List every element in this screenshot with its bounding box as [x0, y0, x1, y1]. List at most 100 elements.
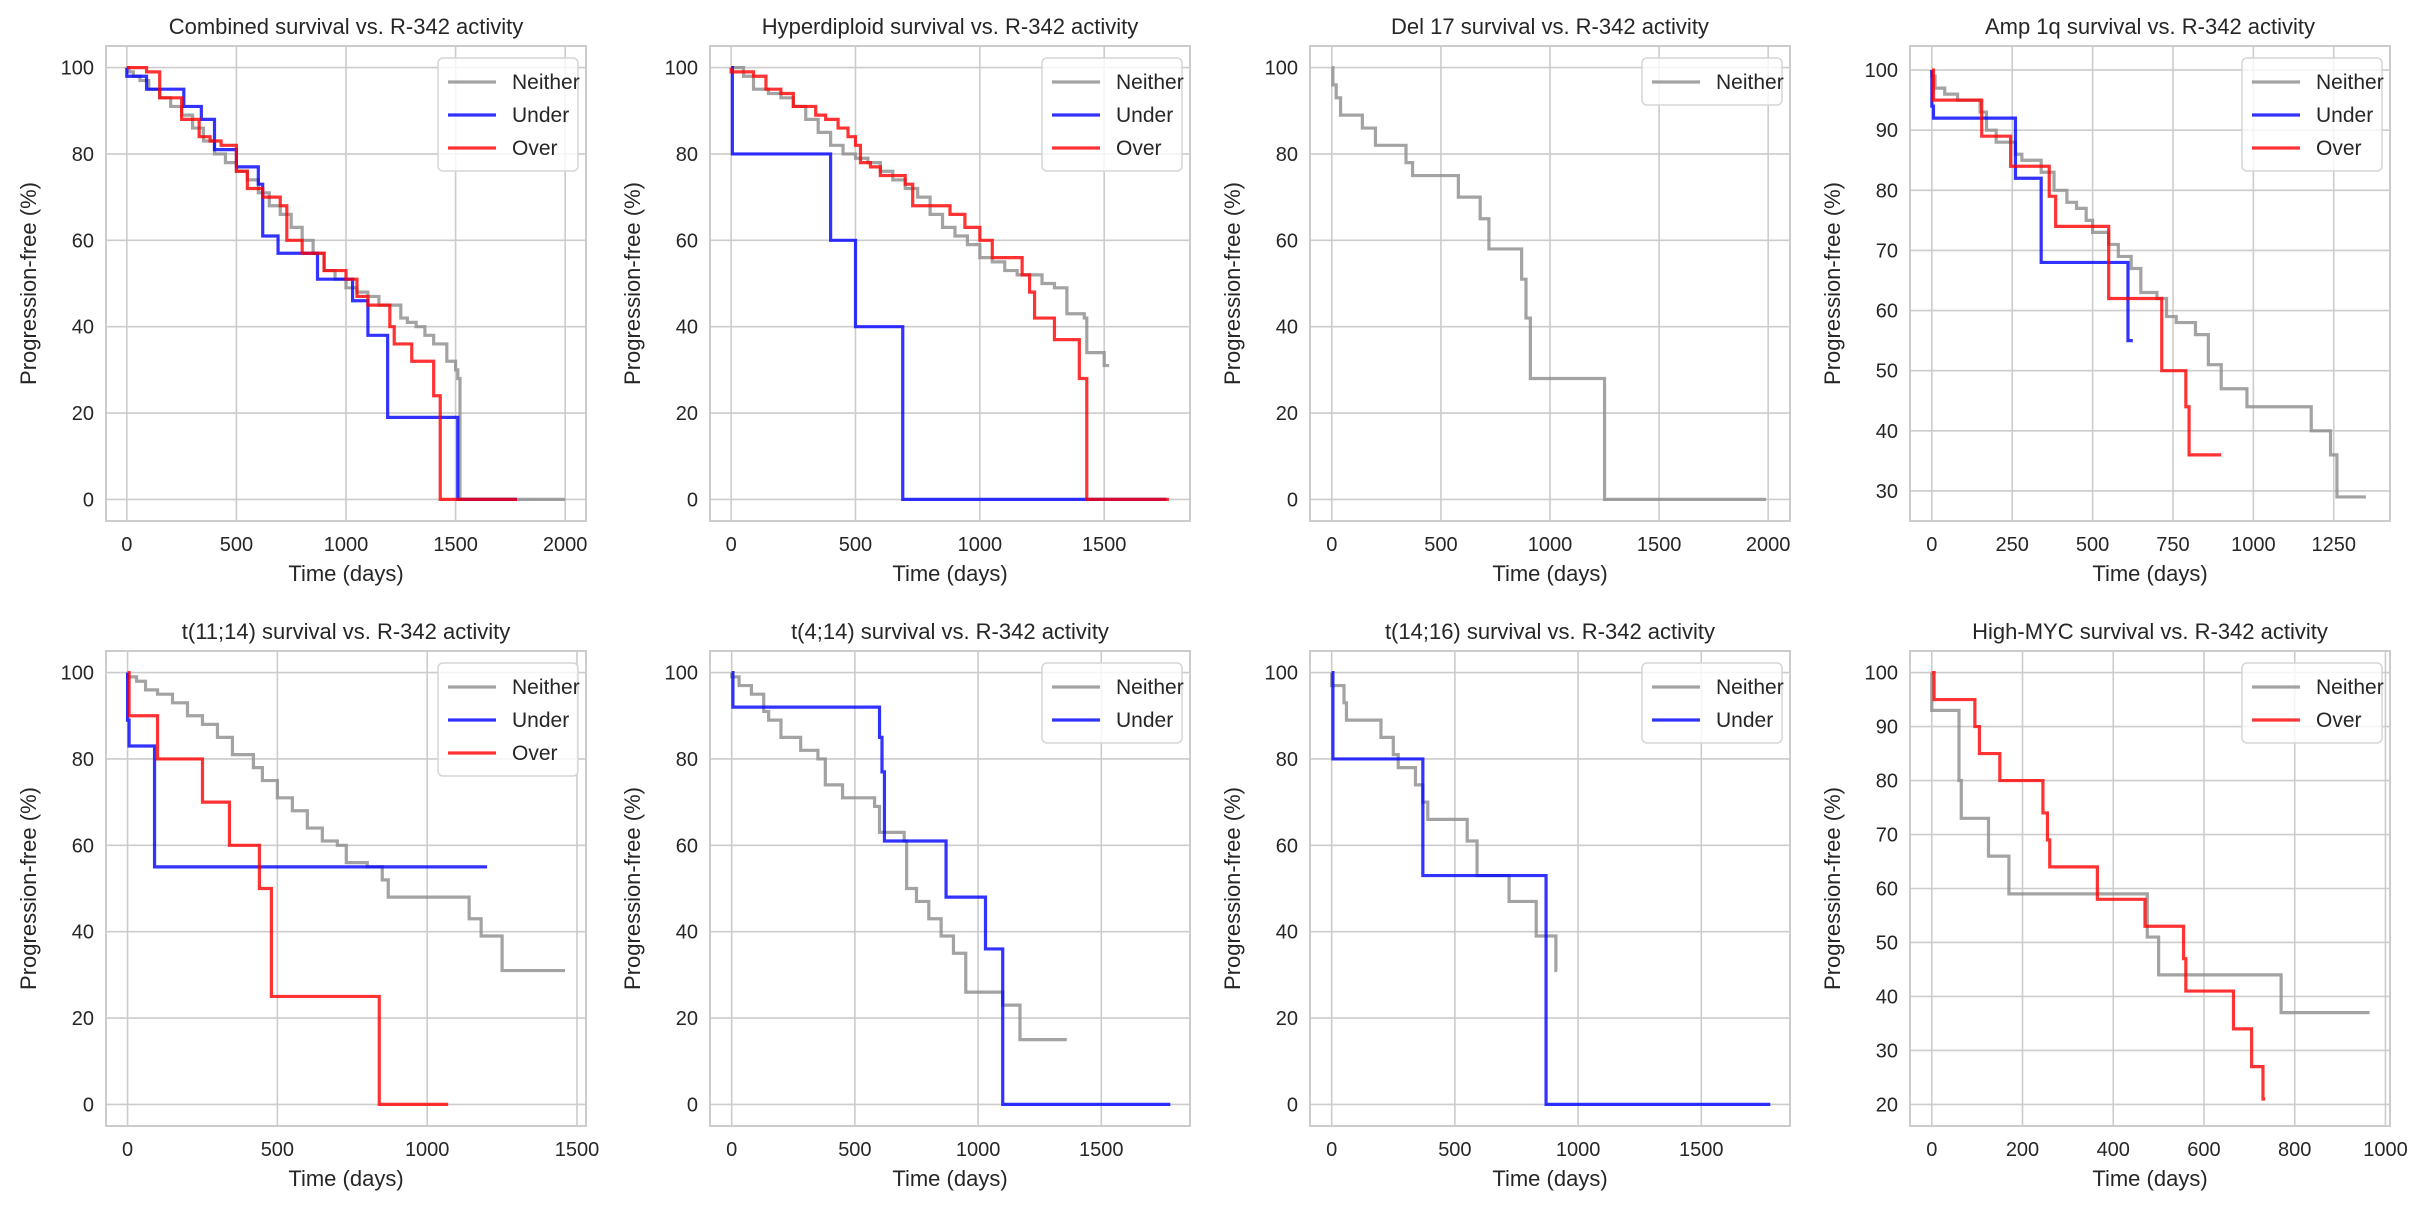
y-tick-label: 20 [72, 403, 94, 425]
y-tick-label: 0 [687, 489, 698, 511]
y-tick-label: 100 [61, 58, 94, 80]
legend-box [1641, 662, 1783, 744]
y-tick-label: 100 [1865, 60, 1898, 82]
x-axis-label: Time (days) [288, 1166, 403, 1191]
legend: Neither [1641, 57, 1784, 106]
subplot-title: Amp 1q survival vs. R-342 activity [1985, 14, 2315, 39]
x-tick-label: 0 [1326, 1139, 1337, 1161]
series-line-under [125, 67, 517, 502]
x-tick-label: 1000 [2363, 1139, 2408, 1161]
subplot-title: Hyperdiploid survival vs. R-342 activity [762, 14, 1139, 39]
subplot-6: 0 500 1000 1500 0 20 40 60 80 100 t(4;14) survival… [620, 619, 1191, 1191]
legend: Neither Over [2241, 662, 2384, 744]
legend-box [2241, 662, 2383, 744]
y-tick-label: 40 [72, 922, 94, 944]
y-tick-label: 20 [1876, 1094, 1898, 1116]
x-tick-label: 1500 [433, 534, 478, 556]
x-tick-label: 1000 [958, 534, 1003, 556]
x-tick-label: 0 [726, 1139, 737, 1161]
x-tick-label: 750 [2156, 534, 2189, 556]
series-line-over [729, 67, 1169, 502]
legend: Neither Under Over [2241, 57, 2384, 172]
y-tick-label: 40 [676, 922, 698, 944]
legend-box [1041, 57, 1183, 172]
subplot-2: 0 500 1000 1500 0 20 40 60 80 100 Hyperdiploid sur… [620, 14, 1191, 586]
legend-label: Neither [1716, 676, 1784, 699]
y-tick-label: 100 [1865, 663, 1898, 685]
y-tick-label: 0 [1287, 1094, 1298, 1116]
x-tick-label: 2000 [543, 534, 588, 556]
axes-frame [709, 45, 1191, 522]
x-tick-label: 500 [220, 534, 253, 556]
legend-box [1041, 662, 1183, 744]
x-axis-label: Time (days) [2092, 561, 2207, 586]
y-tick-label: 60 [72, 835, 94, 857]
y-tick-label: 30 [1876, 481, 1898, 503]
legend-label: Neither [1716, 71, 1784, 94]
y-tick-label: 100 [665, 663, 698, 685]
legend-label: Neither [2316, 676, 2384, 699]
x-axis-label: Time (days) [288, 561, 403, 586]
y-tick-label: 90 [1876, 120, 1898, 142]
x-tick-label: 0 [121, 534, 132, 556]
subplot-4: 0 250 500 750 1000 1250 30 40 50 60 70 80 90 100 Amp 1… [1820, 14, 2391, 586]
legend-box [2241, 57, 2383, 172]
subplot-title: Combined survival vs. R-342 activity [169, 14, 524, 39]
y-tick-label: 80 [676, 749, 698, 771]
x-axis-label: Time (days) [2092, 1166, 2207, 1191]
y-tick-label: 100 [665, 58, 698, 80]
x-tick-label: 0 [726, 534, 737, 556]
y-tick-label: 60 [1876, 879, 1898, 901]
y-tick-label: 20 [676, 1008, 698, 1030]
y-tick-label: 0 [1287, 489, 1298, 511]
legend-label: Neither [512, 71, 580, 94]
y-axis-label: Progression-free (%) [1820, 787, 1845, 990]
legend-label: Over [512, 742, 558, 765]
x-tick-label: 500 [839, 534, 872, 556]
legend-label: Under [512, 104, 569, 127]
x-tick-label: 1000 [1556, 1139, 1601, 1161]
y-tick-label: 20 [1276, 1008, 1298, 1030]
series-line-neither [1330, 672, 1558, 973]
y-tick-label: 20 [72, 1008, 94, 1030]
series-line-neither [1930, 70, 2366, 499]
series-line-under [125, 672, 488, 869]
legend-label: Neither [1116, 676, 1184, 699]
y-axis-label: Progression-free (%) [16, 787, 41, 990]
y-tick-label: 40 [676, 317, 698, 339]
y-tick-label: 50 [1876, 932, 1898, 954]
y-tick-label: 40 [1276, 317, 1298, 339]
legend: Neither Under [1641, 662, 1784, 744]
series-line-under [1930, 70, 2133, 343]
axes-frame [709, 650, 1191, 1127]
x-tick-label: 1000 [405, 1139, 450, 1161]
y-tick-label: 100 [1265, 663, 1298, 685]
y-tick-label: 20 [1276, 403, 1298, 425]
y-tick-label: 60 [676, 230, 698, 252]
y-axis-label: Progression-free (%) [16, 182, 41, 385]
x-tick-label: 1000 [956, 1139, 1001, 1161]
x-tick-label: 1000 [1528, 534, 1573, 556]
legend-box [1641, 57, 1783, 106]
y-tick-label: 90 [1876, 717, 1898, 739]
y-axis-label: Progression-free (%) [1820, 182, 1845, 385]
x-tick-label: 250 [1996, 534, 2029, 556]
x-tick-label: 0 [1326, 534, 1337, 556]
subplot-3: 0 500 1000 1500 2000 0 20 40 60 80 100 Del 17 survi… [1220, 14, 1791, 586]
x-tick-label: 400 [2097, 1139, 2130, 1161]
legend-label: Under [1116, 104, 1173, 127]
x-tick-label: 500 [1424, 534, 1457, 556]
legend-label: Under [512, 709, 569, 732]
y-tick-label: 40 [1876, 986, 1898, 1008]
subplot-title: t(14;16) survival vs. R-342 activity [1385, 619, 1715, 644]
subplot-title: t(11;14) survival vs. R-342 activity [182, 619, 510, 644]
x-tick-label: 1000 [2231, 534, 2276, 556]
axes-frame [1309, 650, 1791, 1127]
series-line-over [1931, 68, 2222, 457]
series-line-under [1331, 670, 1771, 1107]
x-tick-label: 500 [261, 1139, 294, 1161]
legend-label: Over [2316, 137, 2362, 160]
y-tick-label: 80 [1276, 749, 1298, 771]
x-axis-label: Time (days) [1492, 561, 1607, 586]
